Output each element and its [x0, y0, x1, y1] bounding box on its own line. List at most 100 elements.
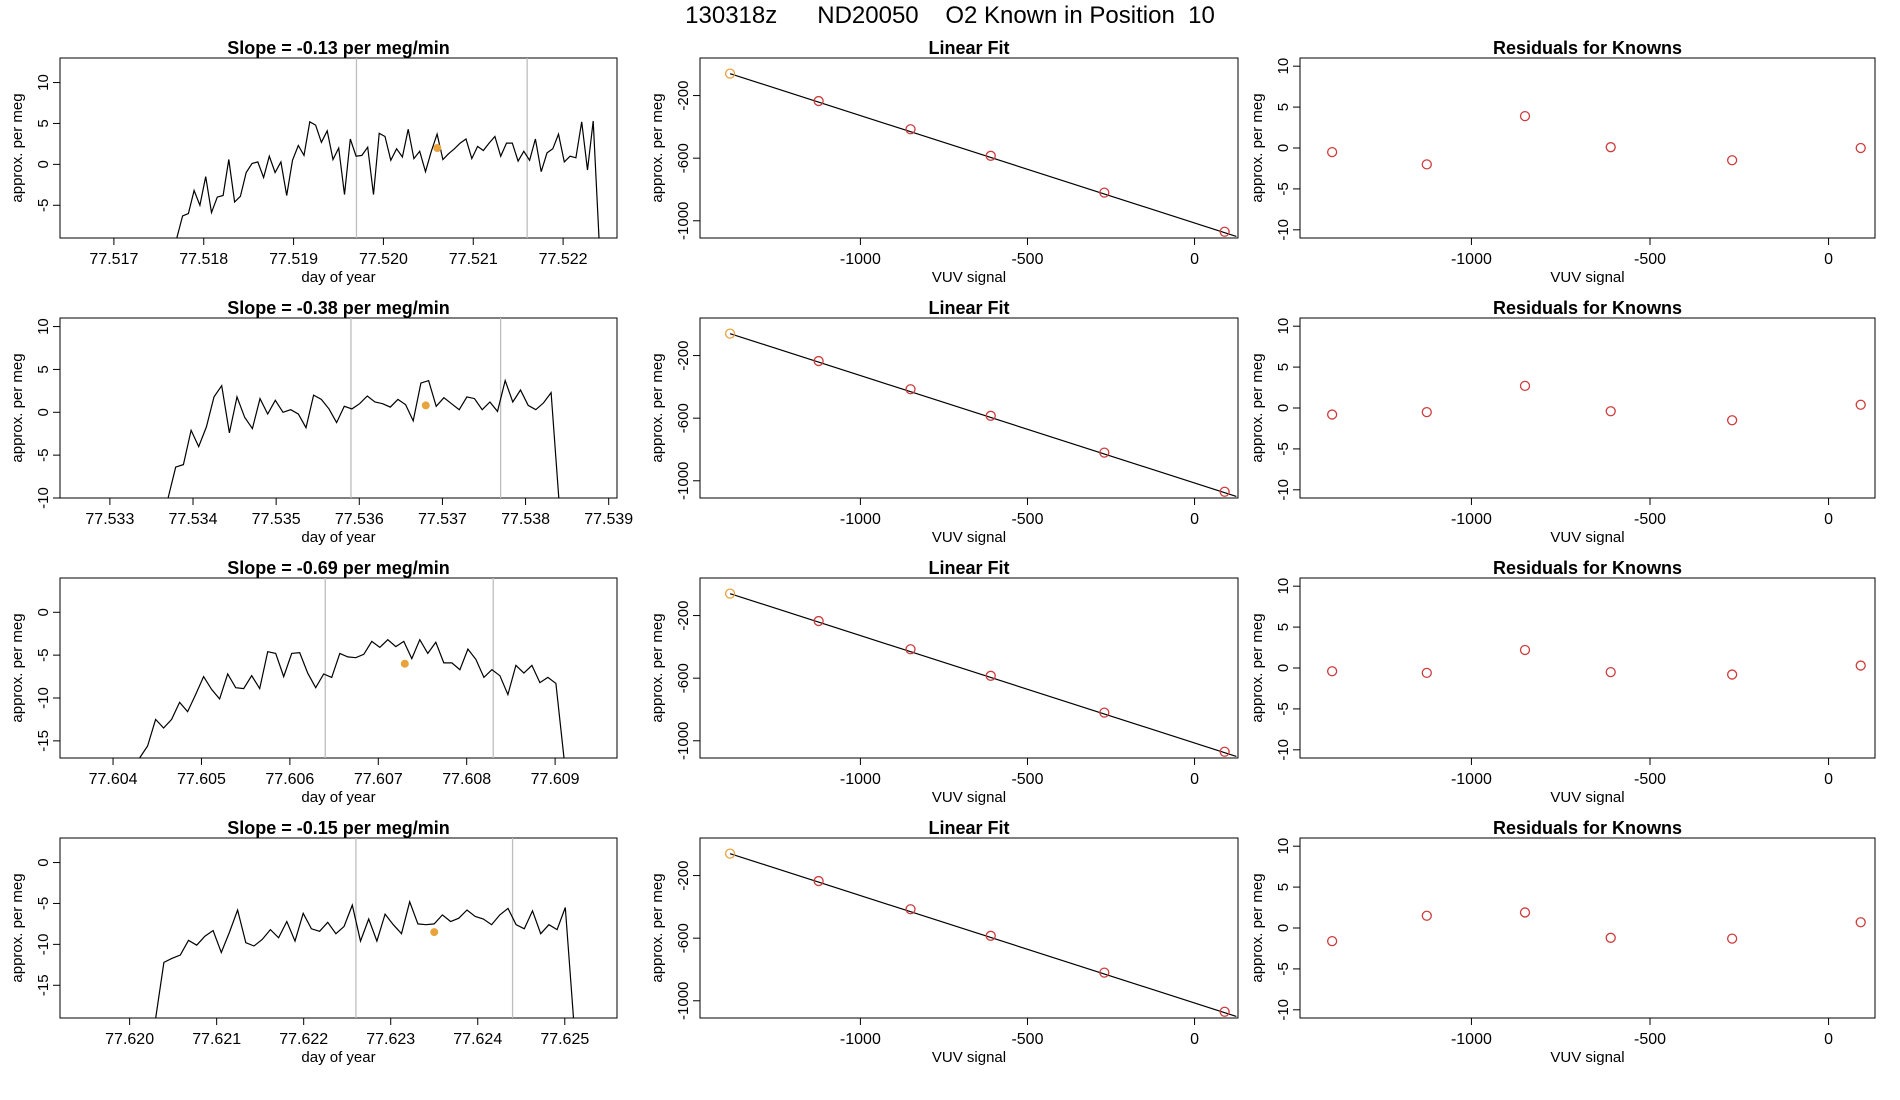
- plot-frame: [1299, 837, 1876, 1019]
- x-tick-label: -500: [1634, 511, 1666, 528]
- y-tick-label: -200: [675, 81, 692, 111]
- data-point: [1326, 146, 1338, 158]
- y-tick-label: -1000: [675, 462, 692, 500]
- data-point: [985, 150, 996, 161]
- y-tick-label: 10: [1275, 578, 1292, 595]
- y-tick-label: 0: [1275, 924, 1292, 932]
- panel-title: Slope = -0.38 per meg/min: [227, 298, 450, 318]
- y-tick-label: 5: [35, 119, 52, 127]
- panel-residuals-row-2: Residuals for Knowns -10 -5 0 5 10 -1000 -500 0 V…: [1249, 298, 1876, 546]
- x-tick-label: -500: [1011, 251, 1043, 268]
- x-axis-label: VUV signal: [932, 529, 1006, 546]
- panel-title: Linear Fit: [928, 38, 1009, 58]
- x-tick-label: -500: [1634, 1031, 1666, 1048]
- data-point: [1726, 155, 1738, 166]
- plot-frame: [699, 577, 1239, 759]
- x-tick-label: -1000: [1451, 251, 1492, 268]
- data-point: [1605, 666, 1616, 678]
- panel-residuals-row-3: Residuals for Knowns -10 -5 0 5 10 -1000 -500 0 V…: [1249, 558, 1876, 806]
- series-line: [167, 378, 560, 498]
- plot-frame: [59, 577, 618, 759]
- y-tick-label: 10: [1275, 58, 1292, 75]
- data-point: [1519, 644, 1531, 656]
- x-tick-label: 77.609: [531, 771, 580, 788]
- data-point: [724, 68, 736, 79]
- data-point: [1421, 667, 1432, 679]
- data-point: [724, 848, 736, 859]
- y-tick-label: 5: [1275, 883, 1292, 891]
- x-tick-label: 77.605: [177, 771, 226, 788]
- series-marker: [400, 659, 409, 668]
- y-tick-label: -5: [1275, 962, 1292, 975]
- panel-time-row-4: Slope = -0.15 per meg/min -15 -10 -5 0 77.620…: [9, 818, 618, 1066]
- y-tick-label: -200: [675, 861, 692, 891]
- panel-title: Slope = -0.13 per meg/min: [227, 38, 450, 58]
- panel-fit-row-1: Linear Fit -200 -600 -1000 -1000 -500 0 VUV sig…: [649, 38, 1239, 286]
- data-point: [1726, 415, 1738, 426]
- x-tick-label: 0: [1824, 1031, 1833, 1048]
- y-tick-label: -200: [675, 341, 692, 371]
- x-tick-label: 77.533: [85, 511, 134, 528]
- y-tick-label: 10: [1275, 318, 1292, 335]
- x-tick-label: -1000: [840, 251, 881, 268]
- data-point: [1605, 406, 1616, 417]
- y-tick-label: -15: [35, 730, 52, 752]
- plot-frame: [699, 57, 1239, 239]
- x-tick-label: 77.623: [366, 1031, 415, 1048]
- data-point: [1855, 917, 1866, 928]
- data-point: [985, 670, 996, 681]
- plot-frame: [59, 317, 618, 499]
- series-line: [176, 120, 600, 238]
- data-point: [905, 124, 916, 135]
- y-tick-label: 5: [1275, 363, 1292, 371]
- data-point: [1099, 967, 1110, 978]
- data-point: [724, 328, 736, 339]
- y-axis-label: approx. per meg: [1249, 93, 1266, 202]
- series-marker: [433, 144, 442, 152]
- y-tick-label: -15: [35, 974, 52, 996]
- data-point: [1099, 187, 1110, 198]
- x-tick-label: 77.607: [354, 771, 403, 788]
- y-axis-label: approx. per meg: [1249, 873, 1266, 982]
- data-point: [1726, 669, 1738, 680]
- plot-frame: [59, 837, 618, 1019]
- y-tick-label: -1000: [675, 982, 692, 1020]
- panel-title: Linear Fit: [928, 298, 1009, 318]
- x-tick-label: 77.518: [179, 251, 228, 268]
- panel-fit-row-4: Linear Fit -200 -600 -1000 -1000 -500 0 VUV sig…: [649, 818, 1239, 1066]
- y-tick-label: -10: [1275, 219, 1292, 241]
- x-tick-label: 77.534: [169, 511, 218, 528]
- plot-frame: [1299, 577, 1876, 759]
- x-tick-label: -500: [1011, 1031, 1043, 1048]
- y-tick-label: 10: [1275, 838, 1292, 855]
- x-tick-label: -500: [1011, 771, 1043, 788]
- y-tick-label: 0: [1275, 404, 1292, 412]
- fit-line: [729, 593, 1237, 758]
- panel-title: Residuals for Knowns: [1493, 38, 1682, 58]
- series-marker: [430, 928, 439, 937]
- y-tick-label: 0: [35, 408, 52, 416]
- x-tick-label: -500: [1634, 251, 1666, 268]
- x-tick-label: 77.608: [442, 771, 491, 788]
- x-axis-label: VUV signal: [1550, 1049, 1624, 1066]
- data-point: [1519, 907, 1531, 918]
- series-line: [139, 638, 565, 758]
- data-point: [985, 410, 996, 421]
- y-tick-label: -600: [675, 663, 692, 693]
- y-axis-label: approx. per meg: [9, 93, 26, 202]
- y-tick-label: -600: [675, 143, 692, 173]
- x-tick-label: -1000: [1451, 511, 1492, 528]
- y-axis-label: approx. per meg: [9, 873, 26, 982]
- y-tick-label: -10: [1275, 739, 1292, 761]
- panel-title: Residuals for Knowns: [1493, 818, 1682, 838]
- x-axis-label: VUV signal: [1550, 269, 1624, 286]
- y-tick-label: 0: [35, 858, 52, 866]
- data-point: [1855, 142, 1866, 154]
- y-tick-label: -10: [35, 687, 52, 709]
- fit-line: [729, 333, 1237, 498]
- data-point: [1326, 666, 1338, 677]
- x-axis-label: day of year: [301, 1049, 375, 1066]
- y-tick-label: 5: [1275, 103, 1292, 111]
- x-tick-label: 77.625: [540, 1031, 589, 1048]
- x-tick-label: 0: [1190, 771, 1199, 788]
